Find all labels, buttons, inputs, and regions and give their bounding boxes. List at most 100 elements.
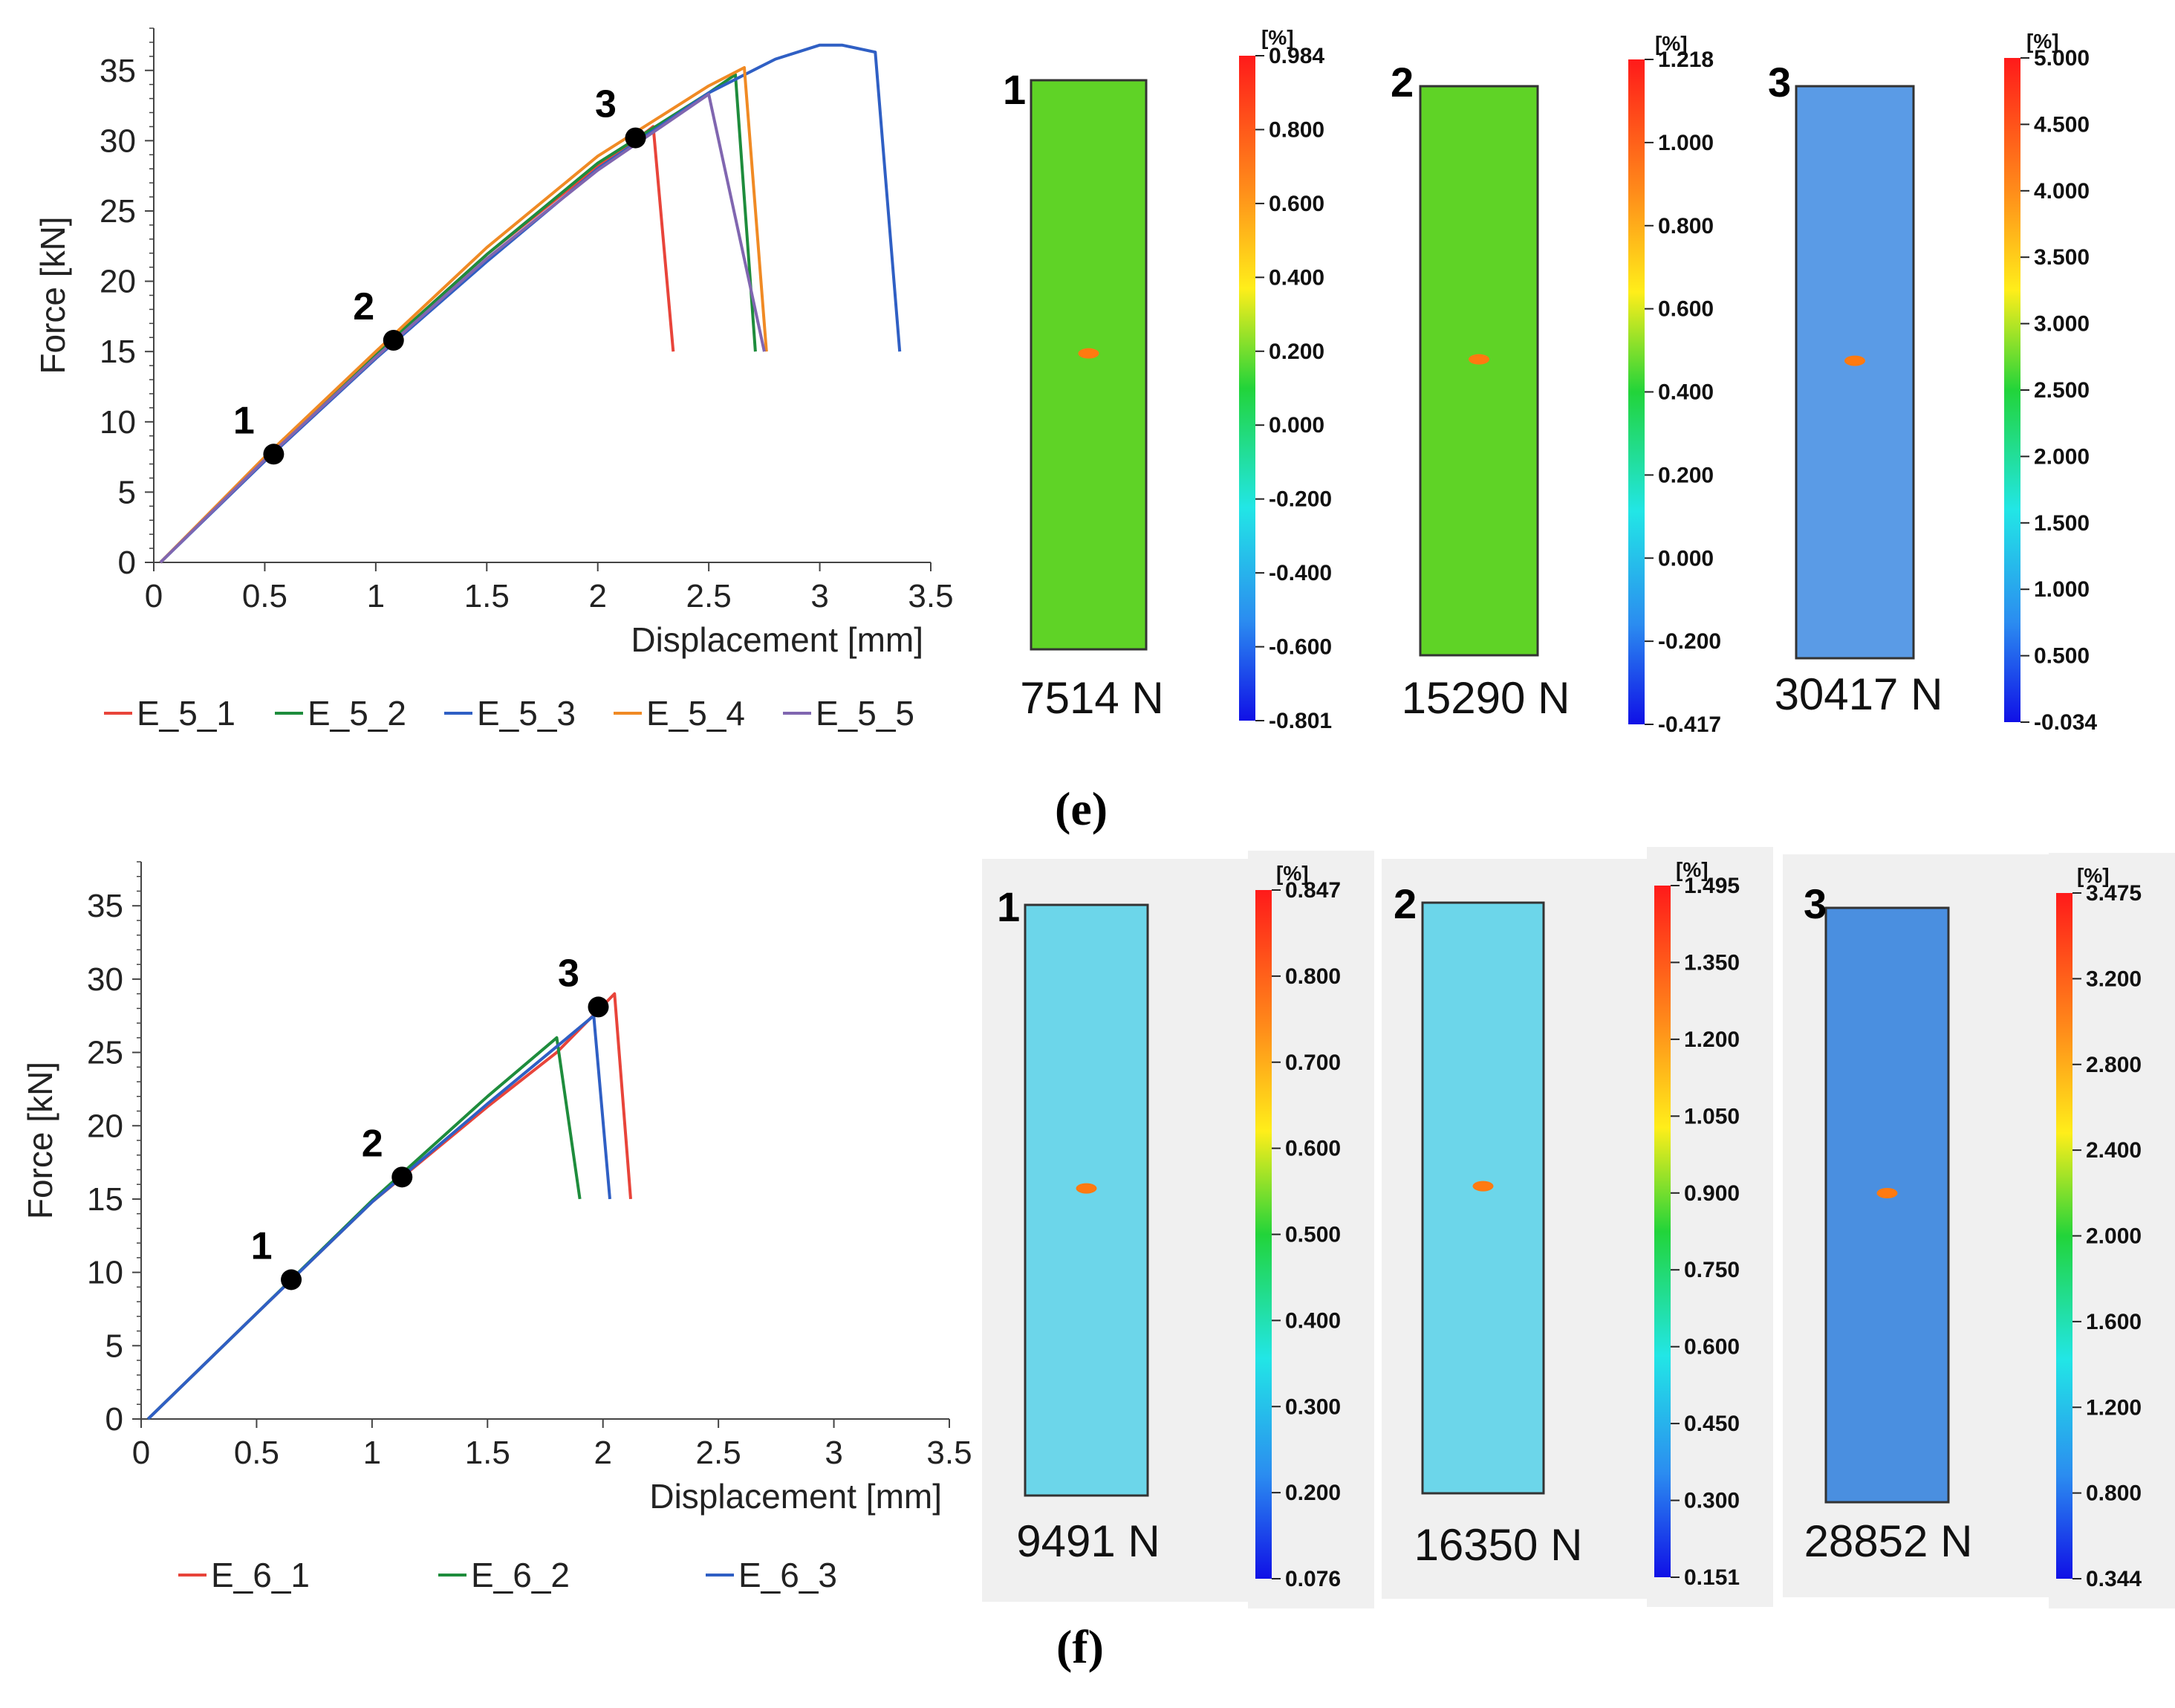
map-index-label: 2: [1394, 880, 1417, 927]
map-force-label: 7514 N: [1020, 673, 1163, 723]
x-tick-label: 2.5: [696, 1435, 741, 1471]
y-tick-label: 35: [100, 53, 136, 89]
x-tick-label: 2.5: [686, 578, 732, 614]
legend-label: E_5_1: [137, 694, 235, 733]
colorbar-tick-label: 3.200: [2086, 967, 2142, 991]
map-index-label: 2: [1391, 59, 1414, 105]
legend-label: E_6_1: [211, 1556, 310, 1594]
x-tick-label: 2: [594, 1435, 611, 1471]
y-tick-label: 15: [100, 334, 136, 370]
x-tick-label: 3: [810, 578, 828, 614]
colorbar-tick-label: 1.000: [2034, 577, 2090, 602]
colorbar-tick-label: -0.200: [1658, 629, 1721, 654]
annotation-marker: [281, 1269, 302, 1290]
map-force-label: 15290 N: [1402, 673, 1570, 723]
colorbar-tick-label: 0.800: [2086, 1481, 2142, 1506]
series-line-E_5_5: [159, 92, 766, 564]
annotation-label: 3: [595, 83, 617, 126]
legend-label: E_5_2: [308, 694, 406, 733]
x-tick-label: 3: [825, 1435, 842, 1471]
colorbar-tick-label: 0.700: [1285, 1051, 1341, 1075]
colorbar-unit: [%]: [2026, 30, 2059, 53]
strain-map-e-3: 3 30417 N [%]5.000 4.500 4.000 3.500 3.000 2.50…: [1768, 30, 2097, 735]
colorbar-tick-label: 0.400: [1269, 265, 1324, 290]
colorbar-tick-label: 0.400: [1285, 1308, 1341, 1333]
force-displacement-charts: 0 0.5 1 1.5 2 2.5 3 3.505101520253035Displaceme…: [21, 27, 972, 1594]
map-force-label: 30417 N: [1775, 669, 1943, 719]
colorbar-tick-label: -0.600: [1269, 635, 1332, 660]
colorbar-tick-label: 1.350: [1684, 950, 1740, 975]
map-force-label: 28852 N: [1804, 1516, 1973, 1566]
colorbar-tick-label: 0.600: [1285, 1137, 1341, 1161]
colorbar-tick-label: 0.450: [1684, 1412, 1740, 1436]
x-tick-label: 0: [132, 1435, 150, 1471]
y-axis-label: Force [kN]: [21, 1062, 59, 1219]
panel-caption-e: (e): [1055, 782, 1108, 835]
colorbar-tick-label: 0.000: [1658, 546, 1714, 571]
map-index-label: 1: [1003, 66, 1026, 113]
map-force-label: 9491 N: [1016, 1516, 1160, 1566]
y-axis-label: Force [kN]: [33, 216, 72, 374]
specimen-strain-field: [1421, 901, 1545, 1495]
y-tick-label: 5: [105, 1328, 123, 1364]
series-line-E_5_4: [159, 66, 768, 564]
annotation-marker: [625, 127, 646, 149]
colorbar-tick-label: 2.000: [2034, 444, 2090, 469]
colorbar-tick-label: 1.200: [1684, 1027, 1740, 1052]
colorbar-tick-label: 0.400: [1658, 380, 1714, 405]
colorbar-tick-label: -0.034: [2034, 710, 2097, 735]
y-tick-label: 30: [100, 123, 136, 159]
strain-hotspot: [1472, 1181, 1494, 1192]
colorbar-tick-label: 0.151: [1684, 1565, 1740, 1590]
panel-caption-f: (f): [1056, 1620, 1104, 1673]
x-tick-label: 1.5: [464, 578, 510, 614]
specimen-strain-field: [1030, 79, 1148, 651]
colorbar-tick-label: 2.500: [2034, 378, 2090, 403]
map-index-label: 3: [1768, 59, 1791, 105]
annotation-marker: [391, 1166, 413, 1188]
colorbar: [2004, 58, 2020, 722]
x-tick-label: 3.5: [926, 1435, 972, 1471]
colorbar-tick-label: 3.475: [2086, 881, 2142, 906]
colorbar-tick-label: -0.200: [1269, 487, 1332, 512]
legend-label: E_5_5: [816, 694, 914, 733]
x-axis-label: Displacement [mm]: [649, 1477, 942, 1516]
y-tick-label: 15: [87, 1181, 123, 1218]
colorbar-tick-label: 3.500: [2034, 245, 2090, 270]
colorbar-tick-label: 0.800: [1269, 117, 1324, 142]
x-tick-label: 0: [145, 578, 163, 614]
colorbar-tick-label: 1.200: [2086, 1395, 2142, 1420]
colorbar-tick-label: 1.050: [1684, 1104, 1740, 1129]
colorbar-tick-label: 1.495: [1684, 874, 1740, 898]
colorbar-unit: [%]: [2077, 864, 2110, 887]
colorbar-tick-label: 0.000: [1269, 413, 1324, 438]
x-tick-label: 1: [363, 1435, 381, 1471]
colorbar-tick-label: 0.600: [1684, 1335, 1740, 1360]
colorbar-tick-label: 1.218: [1658, 48, 1714, 72]
strain-hotspot: [1469, 354, 1489, 365]
colorbar-unit: [%]: [1655, 32, 1688, 55]
x-axis-label: Displacement [mm]: [631, 620, 923, 659]
y-tick-label: 0: [105, 1401, 123, 1438]
series-line-E_5_2: [159, 73, 757, 564]
colorbar-tick-label: 0.800: [1658, 214, 1714, 238]
colorbar: [1239, 56, 1255, 721]
y-tick-label: 20: [87, 1108, 123, 1144]
specimen-strain-field: [1419, 85, 1539, 657]
colorbar-tick-label: 0.600: [1658, 297, 1714, 322]
colorbar: [1654, 886, 1671, 1577]
annotation-label: 2: [362, 1122, 383, 1165]
series-line-E_5_1: [159, 125, 675, 564]
strain-hotspot: [1876, 1188, 1898, 1198]
strain-hotspot: [1076, 1183, 1097, 1194]
colorbar-tick-label: 0.200: [1285, 1481, 1341, 1505]
series-line-E_5_3: [159, 43, 902, 564]
colorbar-tick-label: 0.600: [1269, 192, 1324, 216]
annotation-marker: [588, 996, 609, 1018]
specimen-strain-field: [1795, 85, 1915, 660]
colorbar: [1628, 59, 1645, 724]
x-tick-label: 0.5: [242, 578, 287, 614]
series-line-E_6_3: [146, 1014, 611, 1420]
annotation-marker: [383, 330, 404, 351]
